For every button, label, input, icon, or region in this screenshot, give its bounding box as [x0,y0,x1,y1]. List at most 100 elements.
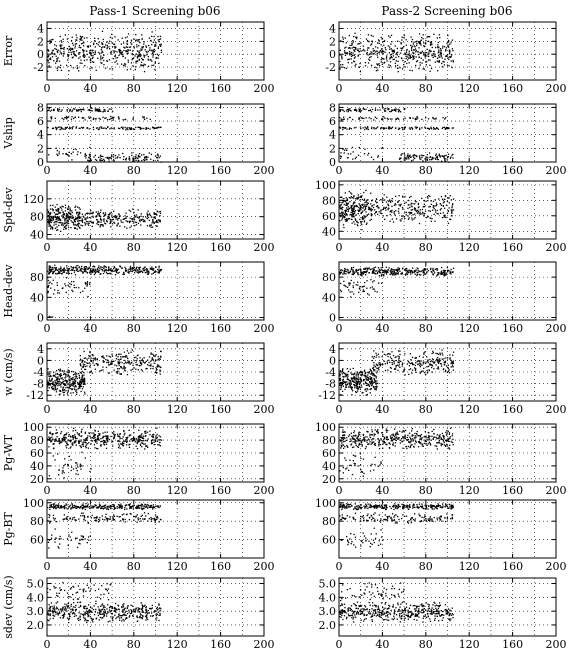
data-point [366,214,368,216]
data-point [78,220,81,222]
data-point [110,219,112,221]
data-point [142,65,145,67]
data-point [160,51,163,53]
data-point [49,379,51,382]
data-point [370,203,372,205]
y-axis-label: Spd-dev [2,187,15,233]
data-point [95,271,97,273]
data-point [411,46,413,49]
data-point [71,267,73,269]
data-point [69,126,71,128]
data-point [352,213,354,215]
data-point [344,51,346,53]
data-point [436,158,439,160]
data-point [147,65,150,67]
data-point [403,128,406,130]
data-point [54,387,56,389]
data-point [136,269,138,271]
data-point [88,128,90,130]
data-point [428,36,430,38]
data-point [403,63,405,66]
data-point [353,282,355,284]
data-point [74,378,77,380]
data-point [87,159,89,161]
data-point [50,212,52,214]
data-point [432,269,434,271]
data-point [358,287,360,290]
data-point [53,389,55,391]
data-point [409,206,411,209]
data-point [148,213,151,215]
data-point [372,281,374,283]
data-point [340,388,342,390]
data-point [59,50,61,52]
data-point [120,52,123,54]
data-point [416,360,418,363]
data-point [444,58,446,60]
data-point [64,383,66,385]
data-point [67,270,69,272]
data-point [435,268,438,270]
data-point [91,61,94,63]
data-point [66,382,68,384]
data-point [79,56,81,58]
data-point [61,117,63,120]
data-point [367,202,369,204]
data-point [438,154,440,156]
data-point [389,200,392,202]
data-point [75,50,78,52]
data-point [423,42,425,44]
data-point [444,160,446,162]
data-point [443,126,446,128]
data-point [64,377,66,379]
y-tick-label: 0 [37,311,44,324]
data-point [130,351,132,353]
data-point [75,286,77,289]
data-point [55,388,57,390]
data-point [412,43,414,45]
data-point [97,57,99,59]
data-point [135,368,137,370]
data-point [131,220,134,222]
data-point [404,117,406,119]
data-point [440,55,443,57]
data-point [426,271,428,273]
data-point [121,51,123,53]
x-tick-label: 120 [459,164,480,177]
data-point [399,67,401,69]
x-tick-label: 40 [83,241,97,254]
data-point [99,273,101,275]
data-point [351,291,353,293]
data-point [98,51,100,54]
data-point [48,384,50,386]
data-point [143,220,146,222]
data-point [145,128,147,130]
data-point [353,197,355,199]
data-point [67,219,69,221]
data-point [102,224,104,226]
data-point [417,50,419,53]
data-point [356,220,358,223]
data-point [135,214,138,216]
data-point [350,55,353,57]
data-point [134,68,136,71]
data-point [77,224,79,227]
data-point [387,271,389,273]
data-point [114,155,117,157]
data-point [352,269,354,271]
x-tick-label: 80 [419,322,433,335]
data-point [356,205,358,208]
data-point [132,222,135,224]
data-point [115,358,118,360]
data-point [55,384,57,386]
data-point [446,156,449,158]
data-point [445,55,447,58]
data-point [377,47,379,49]
data-point [159,369,161,371]
data-point [67,373,69,375]
data-point [404,107,406,110]
data-point [79,355,81,357]
data-point [121,54,123,56]
data-point [47,212,49,214]
data-point [85,266,87,268]
